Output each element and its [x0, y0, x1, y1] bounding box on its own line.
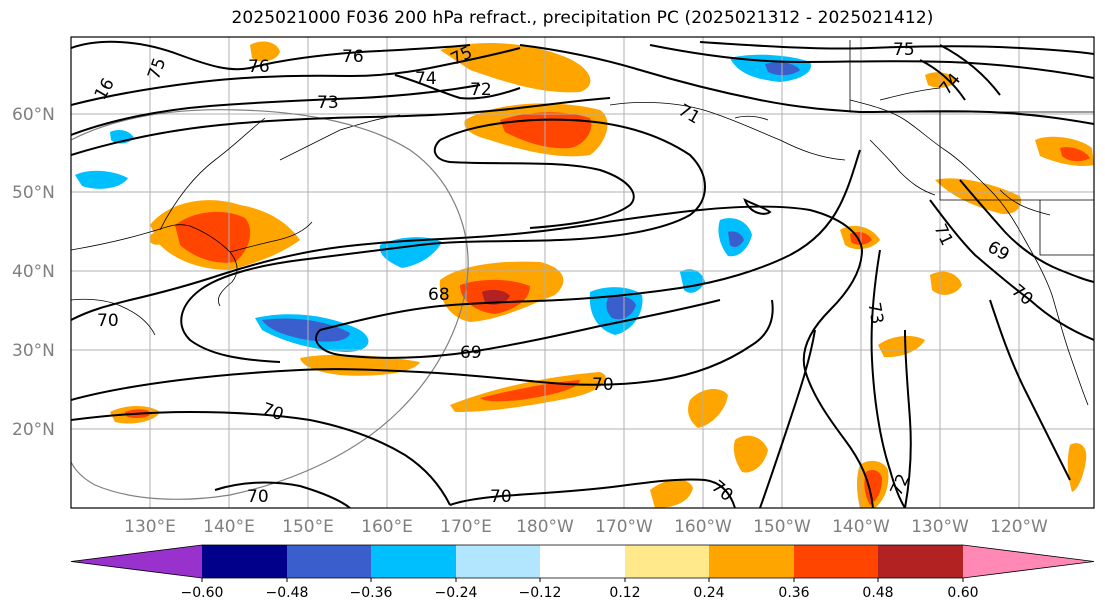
lon-label: 170°W	[595, 517, 653, 537]
shade-ep2-red	[864, 470, 882, 505]
colorbar-swatch	[202, 545, 287, 578]
map-title: 2025021000 F036 200 hPa refract., precip…	[231, 8, 934, 28]
shade-e1-orange	[733, 435, 768, 473]
contour-label: 74	[415, 69, 437, 89]
contour-label: 73	[317, 93, 339, 113]
colorbar-tick-label: −0.48	[266, 585, 309, 601]
lon-label: 180°W	[516, 517, 574, 537]
colorbar-swatch	[709, 545, 794, 578]
lon-label: 130°W	[911, 517, 969, 537]
contour-label: 76	[342, 47, 364, 67]
shade-alaska-orange	[925, 72, 958, 88]
shade-ep5-orange	[878, 335, 925, 358]
lon-label: 140°E	[203, 517, 255, 537]
colorbar-tick-label: 0.60	[947, 585, 978, 601]
colorbar-tick-label: 0.12	[609, 585, 640, 601]
lat-label: 60°N	[12, 105, 55, 125]
colorbar-swatch	[456, 545, 540, 578]
shade-bc-orange	[935, 178, 1021, 215]
shade-subtrop-red	[480, 380, 580, 402]
plot-frame	[70, 36, 1095, 509]
shade-c-darkblue	[606, 296, 636, 320]
lat-label: 30°N	[12, 341, 55, 361]
lat-label: 50°N	[12, 183, 55, 203]
lon-label: 170°E	[440, 517, 492, 537]
colorbar-tick-label: 0.24	[693, 585, 724, 601]
shade-japan-red	[175, 211, 251, 263]
colorbar-tick-label: −0.36	[350, 585, 393, 601]
lon-label: 160°W	[674, 517, 732, 537]
colorbar-tick-label: 0.48	[862, 585, 893, 601]
lon-label: 150°W	[753, 517, 811, 537]
contour-label: 72	[470, 80, 492, 100]
contour-label: 70	[490, 487, 512, 507]
colorbar-tick-label: −0.24	[435, 585, 478, 601]
contour-label: 70	[247, 487, 269, 507]
shade-baja-orange	[1067, 443, 1087, 492]
colorbar-swatch	[625, 545, 709, 578]
lon-label: 160°E	[361, 517, 413, 537]
coastlines	[71, 40, 1094, 406]
colorbar-swatch	[540, 545, 625, 578]
lat-label: 40°N	[12, 262, 55, 282]
shade-top-orange	[440, 43, 591, 93]
colorbar-swatch	[71, 545, 202, 578]
contour-label: 68	[428, 285, 450, 305]
contour-label: 70	[97, 311, 119, 331]
contour-label: 70	[592, 375, 614, 395]
colorbar: −0.60 −0.48 −0.36 −0.24 −0.12 0.12 0.24 0.36 0.4…	[70, 544, 1095, 601]
shade-east-japan-darkblue	[262, 318, 350, 342]
lat-label: 20°N	[12, 420, 55, 440]
shade-w-blue	[75, 170, 128, 189]
lon-label: 130°E	[124, 517, 176, 537]
lon-label: 150°E	[282, 517, 334, 537]
contour-label: 69	[460, 343, 482, 363]
contour-label: 76	[248, 57, 270, 77]
shade-ep1-orange	[688, 388, 728, 428]
refractivity-contours	[71, 40, 1094, 508]
shade-nw-coast-red	[1060, 147, 1090, 162]
shade-central-darkred	[482, 289, 510, 305]
colorbar-swatch	[371, 545, 456, 578]
shade-ep6-orange	[930, 271, 962, 295]
colorbar-swatch	[878, 545, 963, 578]
contour-label: 75	[893, 40, 915, 60]
colorbar-swatch	[963, 545, 1094, 578]
colorbar-tick-label: 0.36	[778, 585, 809, 601]
colorbar-swatch	[794, 545, 878, 578]
latitude-labels: 60°N 50°N 40°N 30°N 20°N	[12, 105, 55, 440]
shade-ep-darkblue	[728, 231, 744, 248]
shade-ep3-orange	[650, 479, 693, 508]
lon-label: 140°W	[832, 517, 890, 537]
lon-label: 120°W	[990, 517, 1048, 537]
colorbar-swatch	[287, 545, 371, 578]
colorbar-tick-label: −0.60	[181, 585, 224, 601]
shade-bering-orange	[150, 232, 168, 245]
shade-top-left-orange	[250, 41, 280, 62]
colorbar-tick-label: −0.12	[519, 585, 562, 601]
contour-label: 73	[863, 301, 886, 326]
longitude-labels: 130°E 140°E 150°E 160°E 170°E 180°W 170°…	[124, 517, 1048, 537]
